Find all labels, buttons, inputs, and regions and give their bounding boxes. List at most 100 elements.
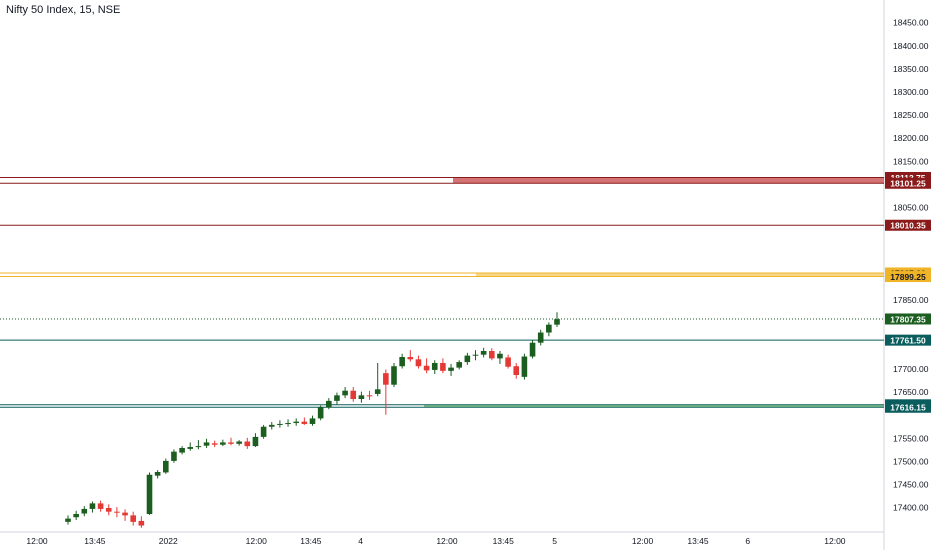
price-label-text: 17616.15: [890, 403, 926, 413]
candle[interactable]: [537, 329, 544, 346]
candle[interactable]: [65, 515, 71, 525]
candle[interactable]: [505, 354, 511, 369]
candle[interactable]: [154, 470, 161, 479]
candle[interactable]: [122, 509, 128, 521]
candle[interactable]: [171, 449, 177, 463]
candle[interactable]: [554, 312, 560, 327]
candle[interactable]: [366, 390, 373, 400]
price-label-bg: [885, 271, 931, 283]
candle[interactable]: [358, 391, 365, 403]
candle-body: [407, 357, 414, 360]
candle[interactable]: [81, 506, 88, 517]
candle[interactable]: [138, 516, 145, 528]
price-label-text: 17761.50: [890, 335, 926, 345]
candle[interactable]: [114, 507, 120, 518]
candle[interactable]: [326, 398, 332, 410]
candle[interactable]: [301, 417, 308, 425]
candle[interactable]: [97, 500, 104, 512]
time-tick-label: 6: [745, 536, 750, 546]
resistance-zone[interactable]: [453, 177, 884, 184]
resistance-lower-price-label[interactable]: 18101.25: [885, 177, 931, 189]
candle[interactable]: [244, 437, 251, 449]
candle[interactable]: [105, 504, 112, 516]
candle[interactable]: [489, 348, 495, 361]
price-label-text: 17899.25: [890, 272, 926, 282]
candle[interactable]: [497, 351, 503, 364]
candle-body: [220, 442, 226, 445]
candle[interactable]: [220, 439, 226, 447]
candle[interactable]: [448, 363, 454, 376]
candle[interactable]: [317, 405, 324, 421]
time-tick-label: 12:00: [824, 536, 846, 546]
candle-body: [228, 442, 234, 444]
candle-body: [342, 390, 348, 396]
candle[interactable]: [211, 440, 218, 448]
candle[interactable]: [407, 350, 414, 362]
support-1-price-label[interactable]: 17761.50: [885, 334, 931, 346]
candle[interactable]: [440, 358, 446, 374]
support-zone[interactable]: [424, 404, 884, 408]
candle[interactable]: [203, 438, 210, 448]
candle[interactable]: [163, 458, 169, 474]
candle[interactable]: [236, 440, 242, 446]
candle-body: [497, 353, 503, 359]
candle[interactable]: [179, 446, 185, 455]
candle[interactable]: [480, 347, 487, 358]
candle[interactable]: [342, 387, 348, 399]
yellow-zone[interactable]: [476, 272, 884, 277]
candle-body: [399, 357, 405, 367]
candle-body: [456, 362, 462, 368]
candle[interactable]: [285, 419, 291, 427]
candle[interactable]: [415, 355, 422, 369]
candle[interactable]: [399, 353, 405, 369]
candle[interactable]: [252, 433, 259, 448]
candle-body: [130, 515, 136, 522]
candle-body: [154, 471, 161, 476]
price-tick-label: 18350.00: [893, 64, 929, 74]
candle-body: [65, 518, 71, 522]
resistance-2-price-label[interactable]: 18010.35: [885, 219, 931, 231]
candle[interactable]: [383, 369, 389, 415]
candle[interactable]: [431, 360, 438, 375]
candle-body: [122, 512, 128, 516]
candle[interactable]: [228, 437, 234, 446]
candle[interactable]: [73, 510, 79, 520]
candle[interactable]: [350, 387, 357, 402]
candle[interactable]: [456, 360, 462, 370]
candle[interactable]: [130, 511, 136, 526]
candle[interactable]: [195, 440, 202, 450]
candle[interactable]: [529, 339, 536, 359]
price-label-text: 18010.35: [890, 221, 926, 231]
candle[interactable]: [472, 350, 479, 361]
candle[interactable]: [546, 322, 552, 337]
candle[interactable]: [521, 353, 528, 380]
candle[interactable]: [260, 424, 267, 439]
candle[interactable]: [146, 472, 153, 515]
candle[interactable]: [391, 363, 397, 388]
yellow-lower-price-label[interactable]: 17899.25: [885, 271, 931, 283]
price-label-bg: [885, 334, 931, 346]
time-tick-label: 13:45: [84, 536, 106, 546]
symbol-title[interactable]: Nifty 50 Index, 15, NSE: [6, 4, 121, 16]
candle[interactable]: [513, 363, 520, 379]
candle[interactable]: [309, 415, 316, 426]
candle[interactable]: [374, 363, 381, 397]
candle[interactable]: [89, 501, 96, 513]
last-price-price-label[interactable]: 17807.35: [885, 313, 931, 325]
price-label-bg: [885, 171, 931, 183]
candle-body: [366, 395, 373, 397]
candle-body: [358, 395, 365, 400]
candle[interactable]: [293, 418, 299, 426]
candle[interactable]: [423, 358, 430, 374]
candle[interactable]: [187, 442, 194, 451]
candle[interactable]: [464, 352, 471, 365]
candle-body: [211, 443, 218, 445]
candle[interactable]: [268, 422, 275, 430]
candle[interactable]: [334, 392, 340, 405]
candle-body: [163, 460, 169, 473]
candle[interactable]: [277, 420, 283, 428]
support-lower-price-label[interactable]: 17616.15: [885, 401, 931, 413]
candle-body: [521, 356, 528, 377]
